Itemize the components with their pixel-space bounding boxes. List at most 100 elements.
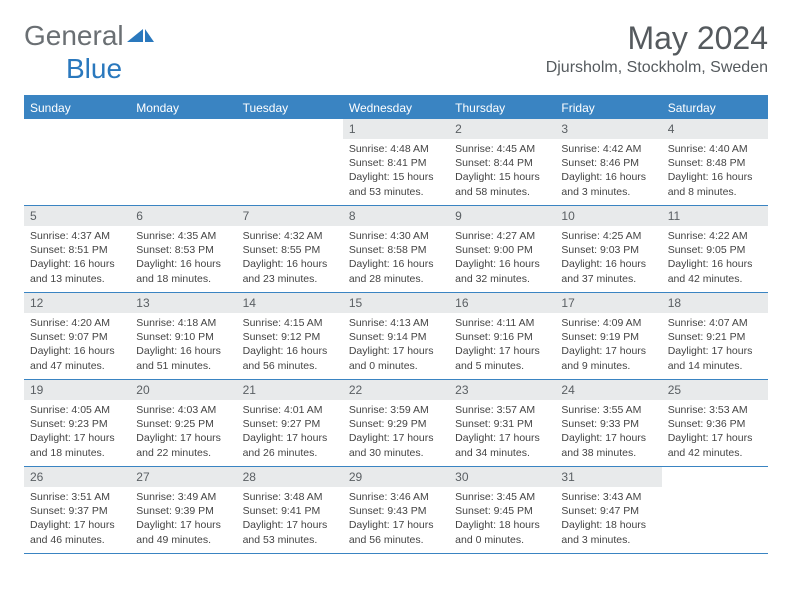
location: Djursholm, Stockholm, Sweden [546,59,768,77]
sunrise-line: Sunrise: 4:32 AM [243,229,337,243]
sunrise-line: Sunrise: 4:48 AM [349,142,443,156]
day-details: Sunrise: 4:03 AMSunset: 9:25 PMDaylight:… [130,400,236,464]
sunset-line: Sunset: 8:53 PM [136,243,230,257]
empty-cell [237,119,343,205]
daylight-line: Daylight: 18 hours and 3 minutes. [561,518,655,546]
day-cell: 9Sunrise: 4:27 AMSunset: 9:00 PMDaylight… [449,206,555,292]
day-number: 3 [555,119,661,139]
day-number: 23 [449,380,555,400]
daylight-line: Daylight: 16 hours and 51 minutes. [136,344,230,372]
day-cell: 2Sunrise: 4:45 AMSunset: 8:44 PMDaylight… [449,119,555,205]
sunset-line: Sunset: 9:37 PM [30,504,124,518]
sunset-line: Sunset: 9:10 PM [136,330,230,344]
day-details: Sunrise: 4:35 AMSunset: 8:53 PMDaylight:… [130,226,236,290]
sunset-line: Sunset: 8:46 PM [561,156,655,170]
day-cell: 7Sunrise: 4:32 AMSunset: 8:55 PMDaylight… [237,206,343,292]
day-number: 10 [555,206,661,226]
day-cell: 28Sunrise: 3:48 AMSunset: 9:41 PMDayligh… [237,467,343,553]
day-number: 11 [662,206,768,226]
sunset-line: Sunset: 8:51 PM [30,243,124,257]
sunset-line: Sunset: 9:07 PM [30,330,124,344]
weekday-header: Friday [555,97,661,119]
calendar-row: 5Sunrise: 4:37 AMSunset: 8:51 PMDaylight… [24,206,768,293]
day-details: Sunrise: 4:42 AMSunset: 8:46 PMDaylight:… [555,139,661,203]
sunrise-line: Sunrise: 4:18 AM [136,316,230,330]
weekday-header: Monday [130,97,236,119]
sunset-line: Sunset: 9:23 PM [30,417,124,431]
day-cell: 18Sunrise: 4:07 AMSunset: 9:21 PMDayligh… [662,293,768,379]
day-number: 16 [449,293,555,313]
daylight-line: Daylight: 16 hours and 32 minutes. [455,257,549,285]
day-cell: 13Sunrise: 4:18 AMSunset: 9:10 PMDayligh… [130,293,236,379]
empty-cell [130,119,236,205]
sunset-line: Sunset: 9:03 PM [561,243,655,257]
daylight-line: Daylight: 15 hours and 58 minutes. [455,170,549,198]
sunset-line: Sunset: 8:58 PM [349,243,443,257]
day-number: 29 [343,467,449,487]
sunrise-line: Sunrise: 4:45 AM [455,142,549,156]
day-number: 25 [662,380,768,400]
day-details: Sunrise: 4:18 AMSunset: 9:10 PMDaylight:… [130,313,236,377]
day-cell: 20Sunrise: 4:03 AMSunset: 9:25 PMDayligh… [130,380,236,466]
sunrise-line: Sunrise: 4:25 AM [561,229,655,243]
sunrise-line: Sunrise: 4:20 AM [30,316,124,330]
day-number: 5 [24,206,130,226]
day-details: Sunrise: 4:27 AMSunset: 9:00 PMDaylight:… [449,226,555,290]
month-title: May 2024 [546,20,768,57]
sunset-line: Sunset: 9:39 PM [136,504,230,518]
sunrise-line: Sunrise: 4:27 AM [455,229,549,243]
day-number: 15 [343,293,449,313]
daylight-line: Daylight: 17 hours and 22 minutes. [136,431,230,459]
weekday-header: Tuesday [237,97,343,119]
weekday-header: Thursday [449,97,555,119]
day-cell: 14Sunrise: 4:15 AMSunset: 9:12 PMDayligh… [237,293,343,379]
daylight-line: Daylight: 16 hours and 23 minutes. [243,257,337,285]
daylight-line: Daylight: 17 hours and 18 minutes. [30,431,124,459]
day-cell: 15Sunrise: 4:13 AMSunset: 9:14 PMDayligh… [343,293,449,379]
day-number: 28 [237,467,343,487]
day-details: Sunrise: 3:46 AMSunset: 9:43 PMDaylight:… [343,487,449,551]
daylight-line: Daylight: 18 hours and 0 minutes. [455,518,549,546]
day-details: Sunrise: 4:01 AMSunset: 9:27 PMDaylight:… [237,400,343,464]
day-number: 27 [130,467,236,487]
day-details: Sunrise: 4:09 AMSunset: 9:19 PMDaylight:… [555,313,661,377]
sunrise-line: Sunrise: 4:15 AM [243,316,337,330]
day-cell: 10Sunrise: 4:25 AMSunset: 9:03 PMDayligh… [555,206,661,292]
calendar-row: 1Sunrise: 4:48 AMSunset: 8:41 PMDaylight… [24,119,768,206]
day-details: Sunrise: 4:15 AMSunset: 9:12 PMDaylight:… [237,313,343,377]
sunset-line: Sunset: 9:21 PM [668,330,762,344]
day-details: Sunrise: 4:40 AMSunset: 8:48 PMDaylight:… [662,139,768,203]
day-number: 20 [130,380,236,400]
day-details: Sunrise: 3:55 AMSunset: 9:33 PMDaylight:… [555,400,661,464]
sunrise-line: Sunrise: 4:37 AM [30,229,124,243]
day-details: Sunrise: 3:43 AMSunset: 9:47 PMDaylight:… [555,487,661,551]
daylight-line: Daylight: 17 hours and 46 minutes. [30,518,124,546]
day-cell: 6Sunrise: 4:35 AMSunset: 8:53 PMDaylight… [130,206,236,292]
day-number: 17 [555,293,661,313]
sunrise-line: Sunrise: 4:22 AM [668,229,762,243]
day-cell: 23Sunrise: 3:57 AMSunset: 9:31 PMDayligh… [449,380,555,466]
sunrise-line: Sunrise: 4:42 AM [561,142,655,156]
day-details: Sunrise: 4:37 AMSunset: 8:51 PMDaylight:… [24,226,130,290]
sunset-line: Sunset: 9:31 PM [455,417,549,431]
sunrise-line: Sunrise: 3:53 AM [668,403,762,417]
daylight-line: Daylight: 16 hours and 56 minutes. [243,344,337,372]
sunset-line: Sunset: 8:44 PM [455,156,549,170]
day-details: Sunrise: 4:07 AMSunset: 9:21 PMDaylight:… [662,313,768,377]
daylight-line: Daylight: 17 hours and 49 minutes. [136,518,230,546]
sunrise-line: Sunrise: 4:03 AM [136,403,230,417]
day-cell: 26Sunrise: 3:51 AMSunset: 9:37 PMDayligh… [24,467,130,553]
sunset-line: Sunset: 9:25 PM [136,417,230,431]
daylight-line: Daylight: 16 hours and 18 minutes. [136,257,230,285]
sunrise-line: Sunrise: 4:13 AM [349,316,443,330]
weekday-header: Sunday [24,97,130,119]
day-details: Sunrise: 3:53 AMSunset: 9:36 PMDaylight:… [662,400,768,464]
day-cell: 5Sunrise: 4:37 AMSunset: 8:51 PMDaylight… [24,206,130,292]
day-cell: 24Sunrise: 3:55 AMSunset: 9:33 PMDayligh… [555,380,661,466]
calendar: SundayMondayTuesdayWednesdayThursdayFrid… [24,95,768,554]
logo-text-1: General [24,20,124,52]
weekday-header: Wednesday [343,97,449,119]
sunset-line: Sunset: 9:45 PM [455,504,549,518]
sunset-line: Sunset: 9:19 PM [561,330,655,344]
sunrise-line: Sunrise: 4:05 AM [30,403,124,417]
